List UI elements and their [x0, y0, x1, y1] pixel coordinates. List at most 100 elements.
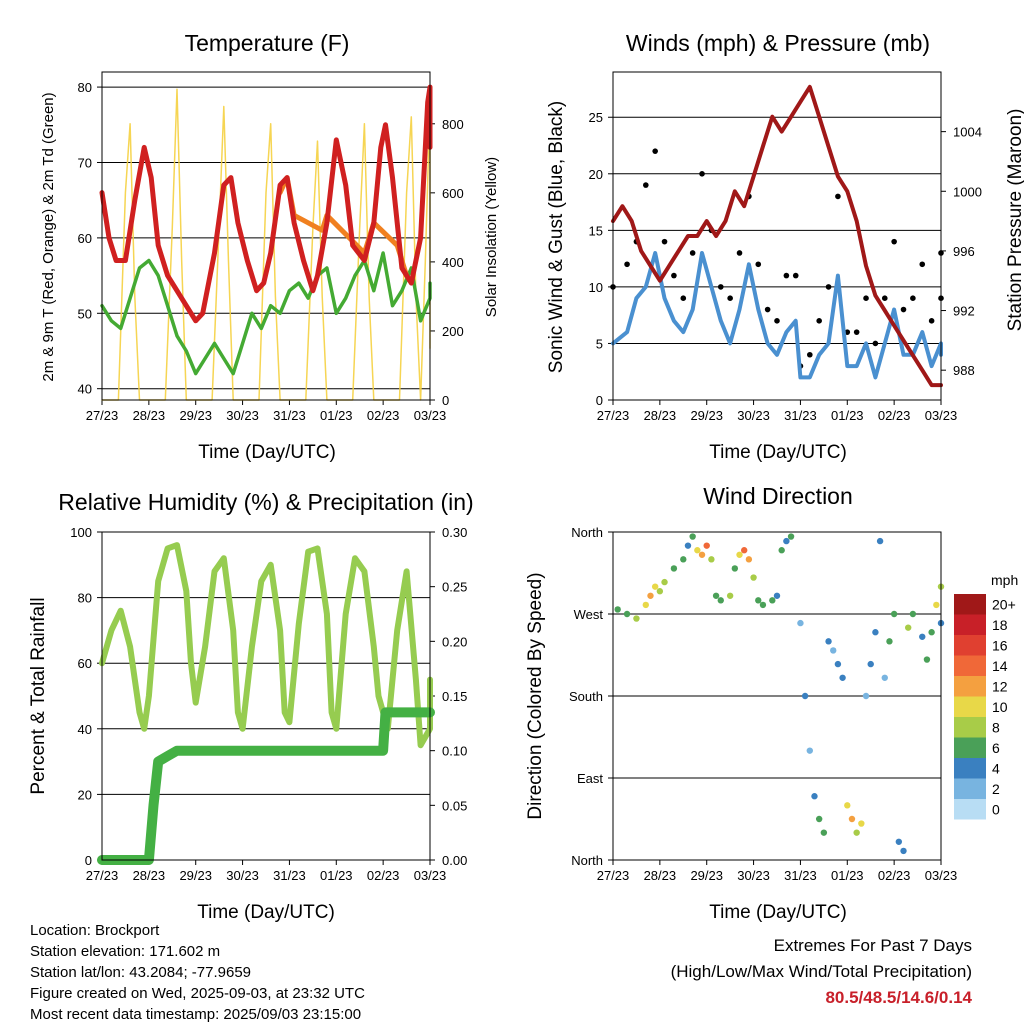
- gust-point: [774, 318, 780, 324]
- gust-point: [783, 272, 790, 279]
- humidity-title: Relative Humidity (%) & Precipitation (i…: [58, 489, 473, 515]
- gust-point: [816, 318, 822, 324]
- x-tick-label: 27/23: [86, 408, 119, 423]
- temperature-ylabel: 2m & 9m T (Red, Orange) & 2m Td (Green): [40, 92, 57, 381]
- direction-point: [895, 838, 903, 845]
- y2-tick-label: 1004: [953, 125, 982, 140]
- x-tick-label: 27/23: [597, 408, 630, 423]
- direction-point: [783, 537, 790, 545]
- y-tick-label: West: [574, 607, 604, 622]
- direction-point: [806, 747, 813, 754]
- direction-point: [623, 610, 631, 618]
- direction-point: [656, 588, 664, 595]
- direction-point: [614, 606, 621, 613]
- x-tick-label: 03/23: [925, 868, 958, 883]
- colorbar-label: 20+: [992, 596, 1016, 612]
- gust-point: [764, 306, 771, 313]
- gust-point: [872, 340, 879, 347]
- colorbar-label: 16: [992, 637, 1008, 653]
- winds-panel: Winds (mph) & Pressure (mb) Time (Day/UT…: [546, 30, 1024, 463]
- gust-point: [671, 272, 677, 279]
- direction-point: [890, 610, 898, 618]
- direction-point: [708, 556, 715, 563]
- x-tick-label: 02/23: [367, 868, 400, 883]
- colorbar-unit: mph: [991, 572, 1018, 588]
- created-text: Figure created on Wed, 2025-09-03, at 23…: [30, 985, 365, 1002]
- extremes-subheading: (High/Low/Max Wind/Total Precipitation): [670, 962, 972, 981]
- y2-tick-label: 0: [442, 393, 449, 408]
- direction-point: [844, 802, 851, 809]
- colorbar-swatch: [954, 717, 986, 738]
- direction-xlabel: Time (Day/UTC): [709, 902, 847, 923]
- y2-tick-label: 988: [953, 363, 975, 378]
- y-tick-label: 0: [596, 393, 603, 408]
- direction-point: [905, 624, 912, 631]
- direction-title: Wind Direction: [703, 483, 853, 509]
- gust-point: [680, 295, 687, 302]
- direction-point: [872, 629, 879, 636]
- gust-point: [919, 261, 926, 268]
- x-tick-label: 28/23: [644, 868, 677, 883]
- plot-frame: [101, 531, 431, 861]
- rh-series-line: [99, 542, 433, 749]
- humidity-plot-area: 0 20 40 60 80 100 27/23 28/23 29/23 30/23 31/23 01/…: [70, 525, 467, 883]
- direction-point: [731, 565, 739, 572]
- gust-point: [652, 148, 658, 154]
- y2-tick-label: 0.10: [442, 744, 467, 759]
- direction-point: [862, 692, 870, 700]
- x-tick-label: 02/23: [878, 408, 911, 423]
- y-tick-label: 5: [596, 336, 603, 351]
- y2-tick-label: 200: [442, 324, 464, 339]
- y-tick-label: 80: [78, 80, 92, 95]
- gust-point: [624, 261, 630, 268]
- gust-point: [825, 284, 832, 290]
- direction-point: [820, 829, 828, 836]
- x-tick-label: 31/23: [784, 408, 817, 423]
- station-info: Location: Brockport Station elevation: 1…: [30, 920, 365, 1025]
- x-tick-label: 03/23: [414, 408, 447, 423]
- direction-point: [830, 647, 837, 654]
- gust-point: [928, 318, 935, 324]
- colorbar-swatch: [954, 676, 986, 697]
- direction-point: [642, 601, 649, 609]
- direction-point: [909, 610, 917, 618]
- plot-frame: [612, 531, 942, 861]
- direction-point: [839, 674, 846, 681]
- x-tick-label: 31/23: [273, 408, 306, 423]
- x-tick-label: 28/23: [133, 408, 166, 423]
- direction-point: [694, 547, 701, 554]
- y2-tick-label: 0.20: [442, 634, 467, 649]
- y-tick-label: North: [571, 853, 603, 868]
- temp9m-series-line: [277, 175, 410, 279]
- direction-point: [717, 597, 724, 604]
- direction-point: [670, 565, 678, 572]
- direction-point: [919, 633, 926, 640]
- colorbar-swatch: [954, 737, 986, 758]
- y2-tick-label: 600: [442, 186, 464, 201]
- gust-point: [792, 272, 799, 279]
- x-tick-label: 29/23: [179, 408, 212, 423]
- y-tick-label: 15: [589, 223, 603, 238]
- direction-point: [769, 597, 776, 604]
- x-tick-label: 29/23: [690, 868, 723, 883]
- direction-point: [703, 542, 710, 549]
- y2-tick-label: 996: [953, 244, 975, 259]
- colorbar-swatch: [954, 635, 986, 656]
- colorbar-swatch: [954, 594, 986, 615]
- x-tick-label: 02/23: [878, 868, 911, 883]
- direction-point: [712, 592, 720, 599]
- colorbar-swatch: [954, 614, 986, 635]
- direction-point: [750, 574, 757, 581]
- direction-point: [726, 592, 734, 599]
- direction-point: [881, 674, 888, 681]
- gust-point: [863, 295, 869, 302]
- y-tick-label: 25: [589, 110, 603, 125]
- direction-point: [876, 537, 884, 545]
- gust-point: [717, 284, 724, 290]
- x-tick-label: 01/23: [320, 408, 353, 423]
- y2-tick-label: 0.05: [442, 798, 467, 813]
- x-tick-label: 02/23: [367, 408, 400, 423]
- extremes-box: Extremes For Past 7 Days (High/Low/Max W…: [671, 933, 972, 1011]
- temperature-y2label: Solar Insolation (Yellow): [483, 157, 500, 317]
- y-tick-label: 20: [78, 787, 92, 802]
